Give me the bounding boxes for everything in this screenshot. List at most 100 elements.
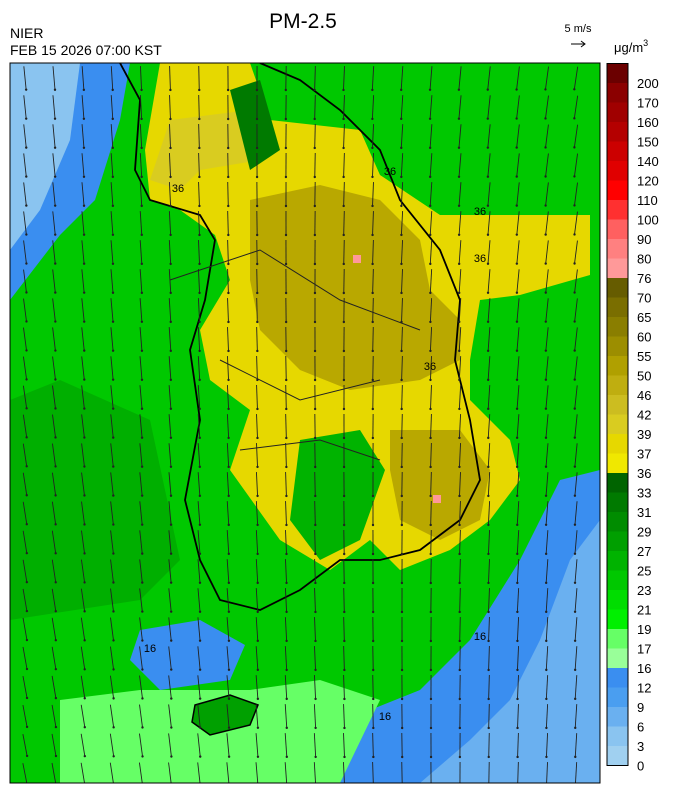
wind-arrow-head (516, 233, 518, 235)
colorbar-box (607, 610, 628, 630)
wind-arrow-head (487, 379, 489, 381)
wind-arrow-head (256, 524, 258, 526)
colorbar-label: 90 (637, 232, 651, 247)
wind-arrow-head (314, 553, 316, 555)
colorbar-label: 25 (637, 564, 651, 579)
wind-arrow-head (516, 408, 518, 410)
wind-arrow-head (25, 88, 27, 90)
wind-arrow-head (256, 350, 258, 352)
wind-arrow-head (429, 292, 431, 294)
wind-arrow-head (343, 553, 345, 555)
wind-arrow-head (430, 582, 432, 584)
colorbar-box (607, 376, 628, 396)
wind-arrow-head (26, 697, 28, 699)
wind-arrow-head (458, 321, 460, 323)
colorbar-box (607, 278, 628, 298)
wind-arrow-head (170, 466, 172, 468)
wind-arrow-head (141, 234, 143, 236)
wind-arrow-head (83, 668, 85, 670)
wind-arrow-head (256, 176, 258, 178)
colorbar-box (607, 532, 628, 552)
wind-arrow-head (170, 495, 172, 497)
wind-arrow-head (487, 727, 489, 729)
wind-arrow-head (112, 407, 114, 409)
wind-arrow-head (458, 176, 460, 178)
wind-arrow-head (228, 727, 230, 729)
wind-arrow-head (169, 147, 171, 149)
wind-arrow-head (458, 350, 460, 352)
wind-arrow-head (83, 552, 85, 554)
wind-arrow-head (112, 494, 114, 496)
wind-arrow-head (487, 175, 489, 177)
wind-arrow-head (544, 204, 546, 206)
wind-arrow-head (199, 495, 201, 497)
wind-arrow-head (314, 379, 316, 381)
colorbar-box (607, 220, 628, 240)
wind-arrow-head (459, 640, 461, 642)
wind-arrow-head (429, 176, 431, 178)
wind-arrow-head (371, 176, 373, 178)
wind-arrow-head (228, 756, 230, 758)
wind-arrow-head (573, 175, 575, 177)
wind-arrow-head (459, 698, 461, 700)
wind-arrow-head (25, 436, 27, 438)
wind-arrow-head (314, 640, 316, 642)
wind-arrow-head (515, 88, 517, 90)
colorbar-label: 150 (637, 135, 659, 150)
wind-arrow-head (516, 175, 518, 177)
wind-arrow-head (169, 176, 171, 178)
wind-arrow (373, 675, 374, 699)
wind-arrow-head (199, 408, 201, 410)
wind-arrow-head (112, 378, 114, 380)
wind-arrow-head (286, 727, 288, 729)
wind-arrow-head (314, 582, 316, 584)
wind-arrow-head (487, 350, 489, 352)
wind-arrow-head (25, 146, 27, 148)
wind-arrow-head (112, 147, 114, 149)
wind-arrow-head (84, 697, 86, 699)
wind-arrow-head (314, 669, 316, 671)
wind-arrow-head (141, 379, 143, 381)
colorbar-label: 46 (637, 388, 651, 403)
wind-arrow-head (112, 292, 114, 294)
wind-arrow-head (314, 292, 316, 294)
colorbar-label: 17 (637, 642, 651, 657)
colorbar: 2001701601501401201101009080767065605550… (607, 64, 659, 774)
wind-arrow-head (401, 495, 403, 497)
wind-arrow-head (54, 118, 56, 120)
wind-arrow-head (574, 698, 576, 700)
colorbar-label: 76 (637, 271, 651, 286)
wind-arrow-head (516, 669, 518, 671)
wind-arrow-head (256, 234, 258, 236)
wind-arrow-head (141, 494, 143, 496)
wind-arrow-head (343, 582, 345, 584)
contour-label: 16 (474, 631, 486, 643)
wind-arrow-head (429, 437, 431, 439)
wind-arrow-head (55, 726, 57, 728)
wind-arrow-head (314, 785, 316, 787)
wind-arrow-head (429, 234, 431, 236)
wind-arrow-head (227, 205, 229, 207)
wind-arrow-head (112, 89, 114, 91)
wind-arrow-head (342, 205, 344, 207)
wind-arrow-head (429, 147, 431, 149)
wind-arrow-head (55, 610, 57, 612)
wind-arrow-head (141, 263, 143, 265)
colorbar-label: 50 (637, 369, 651, 384)
wind-arrow-head (314, 756, 316, 758)
wind-arrow-head (487, 524, 489, 526)
wind-arrow-head (342, 147, 344, 149)
wind-arrow-head (26, 726, 28, 728)
wind-arrow-head (198, 147, 200, 149)
wind-arrow-head (25, 233, 27, 235)
wind-arrow-head (372, 582, 374, 584)
wind-arrow-head (199, 553, 201, 555)
wind-arrow-head (170, 379, 172, 381)
wind-arrow-head (573, 349, 575, 351)
wind-arrow-head (170, 437, 172, 439)
wind-arrow-head (487, 205, 489, 207)
wind-arrow-head (487, 640, 489, 642)
wind-arrow-head (487, 582, 489, 584)
wind-arrow-head (112, 639, 114, 641)
wind-arrow-head (371, 118, 373, 120)
